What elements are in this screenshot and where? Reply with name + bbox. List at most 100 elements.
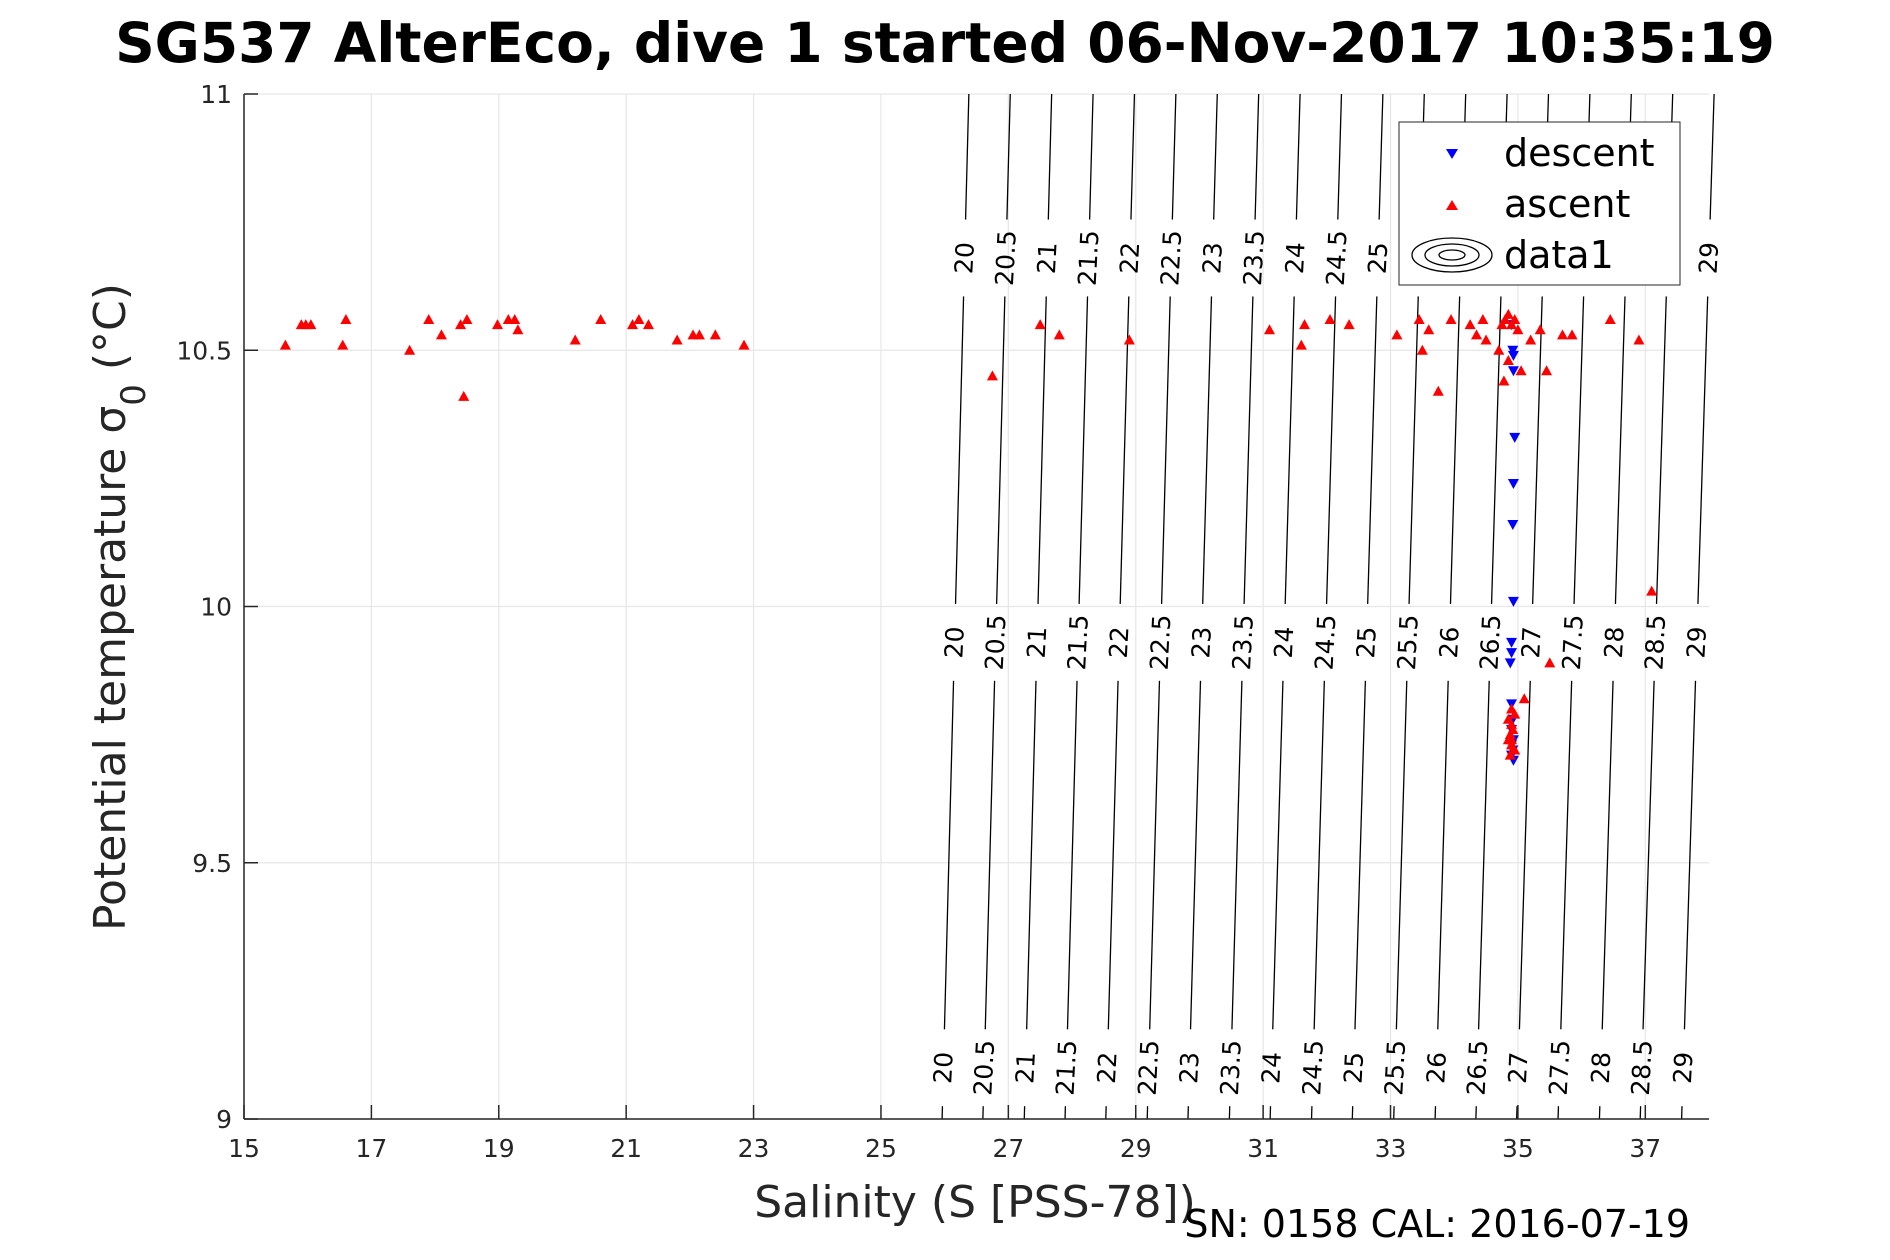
descent-point [1507,596,1519,607]
contour-label: 23 [1197,241,1228,274]
contour-line-22 [1130,93,1136,220]
contour-label: 28.5 [1626,1039,1658,1096]
contour-line-22.5 [1160,296,1171,604]
contour-line-21.5 [1088,93,1094,220]
ascent-point [512,324,524,335]
contour-line-29 [1709,93,1715,220]
contour-line-24 [1272,680,1284,1030]
legend: descent ascent data1 [1398,121,1681,286]
contour-line-22.5 [1149,680,1161,1030]
contour-label: 20 [949,241,980,274]
contour-label: 24 [1280,241,1311,274]
ascent-point [1499,314,1511,324]
ascent-point [337,339,349,350]
ascent-point [279,339,291,350]
x-tick-label: 15 [228,1134,260,1163]
contour-line-25 [1367,296,1378,604]
ascent-point [633,314,645,324]
x-axis-ticks: 15 17 19 21 23 25 27 29 31 33 35 37 [228,1105,1661,1163]
x-tick-label: 33 [1375,1134,1407,1163]
legend-ascent-label: ascent [1504,182,1630,226]
contour-line-22 [1119,296,1130,604]
contour-line-29 [1697,296,1709,604]
contour-line-27 [1518,680,1531,1030]
contour-label: 24 [1269,626,1300,659]
legend-box [1398,121,1681,286]
descent-point [1507,350,1519,361]
x-tick-label: 37 [1629,1134,1661,1163]
legend-descent-label: descent [1504,131,1655,175]
ascent-point [693,329,705,340]
y-tick-label: 11 [200,80,232,109]
contour-line-23.5 [1243,296,1254,604]
contour-line-21.5 [1066,680,1078,1030]
contour-label: 29 [1681,626,1712,659]
contour-line-20.5 [984,680,996,1030]
ascent-point [569,334,581,345]
contour-line-22 [1107,680,1119,1030]
ascent-point [461,314,473,324]
contour-label: 21 [1022,626,1053,659]
contour-label: 23 [1174,1051,1205,1084]
ascent-point [423,314,435,324]
legend-ascent-marker [1446,200,1458,210]
y-axis-label-unit: (°C) [85,283,136,370]
x-tick-label: 23 [738,1134,770,1163]
contour-line-23 [1189,680,1202,1030]
ascent-point [1295,339,1307,350]
contour-line-21 [1047,93,1053,220]
ascent-point [709,329,721,340]
contour-line-20 [964,93,970,220]
contour-label: 21 [1032,241,1063,274]
ascent-point [1053,329,1065,340]
contour-line-25 [1378,93,1384,220]
x-tick-label: 25 [865,1134,897,1163]
ascent-point [1480,334,1492,345]
contour-line-24 [1295,93,1301,220]
contour-label: 23.5 [1215,1039,1247,1096]
contour-line-21 [1037,296,1047,604]
ascent-point [1423,324,1435,335]
ascent-point [1544,657,1556,668]
contour-label: 27.5 [1557,614,1589,671]
legend-contour-icon [1411,237,1493,273]
ascent-point [1416,344,1428,355]
ascent-point [1633,334,1645,345]
y-tick-label: 10 [200,593,232,622]
chart-title: SG537 AlterEco, dive 1 started 06-Nov-20… [115,11,1775,75]
contour-line-25 [1354,680,1367,1030]
contour-label: 23.5 [1238,229,1270,286]
x-axis-label: Salinity (S [PSS-78]) [754,1177,1196,1228]
ascent-point [435,329,447,340]
contour-label: 26.5 [1474,614,1506,671]
contour-label: 27 [1516,626,1547,659]
contour-label: 24 [1256,1051,1287,1084]
contour-line-28 [1601,680,1614,1030]
contour-label: 25.5 [1379,1039,1411,1096]
contour-line-23 [1213,93,1218,220]
contour-line-28.5 [1642,680,1655,1030]
ascent-point [1604,314,1616,324]
ascent-point [1432,385,1444,396]
ascent-point [1034,319,1046,330]
ascent-point [1646,585,1658,596]
ascent-point [1515,365,1527,376]
ascent-point [1123,334,1135,345]
x-tick-label: 27 [992,1134,1024,1163]
x-tick-label: 35 [1502,1134,1534,1163]
contour-label: 24.5 [1321,229,1353,286]
ascent-series [279,308,1658,760]
contour-line-27.5 [1560,680,1573,1030]
contour-label: 27 [1503,1051,1534,1084]
contour-label: 25 [1351,626,1382,659]
contour-label: 28 [1586,1051,1617,1084]
contour-label: 22 [1092,1051,1123,1084]
contour-line-24 [1284,296,1295,604]
contour-label: 21 [1010,1051,1041,1084]
contour-line-24.5 [1325,296,1337,604]
contour-line-20 [954,296,965,604]
ascent-point [1464,319,1476,330]
ascent-point [986,370,998,381]
ascent-point [1471,329,1483,340]
